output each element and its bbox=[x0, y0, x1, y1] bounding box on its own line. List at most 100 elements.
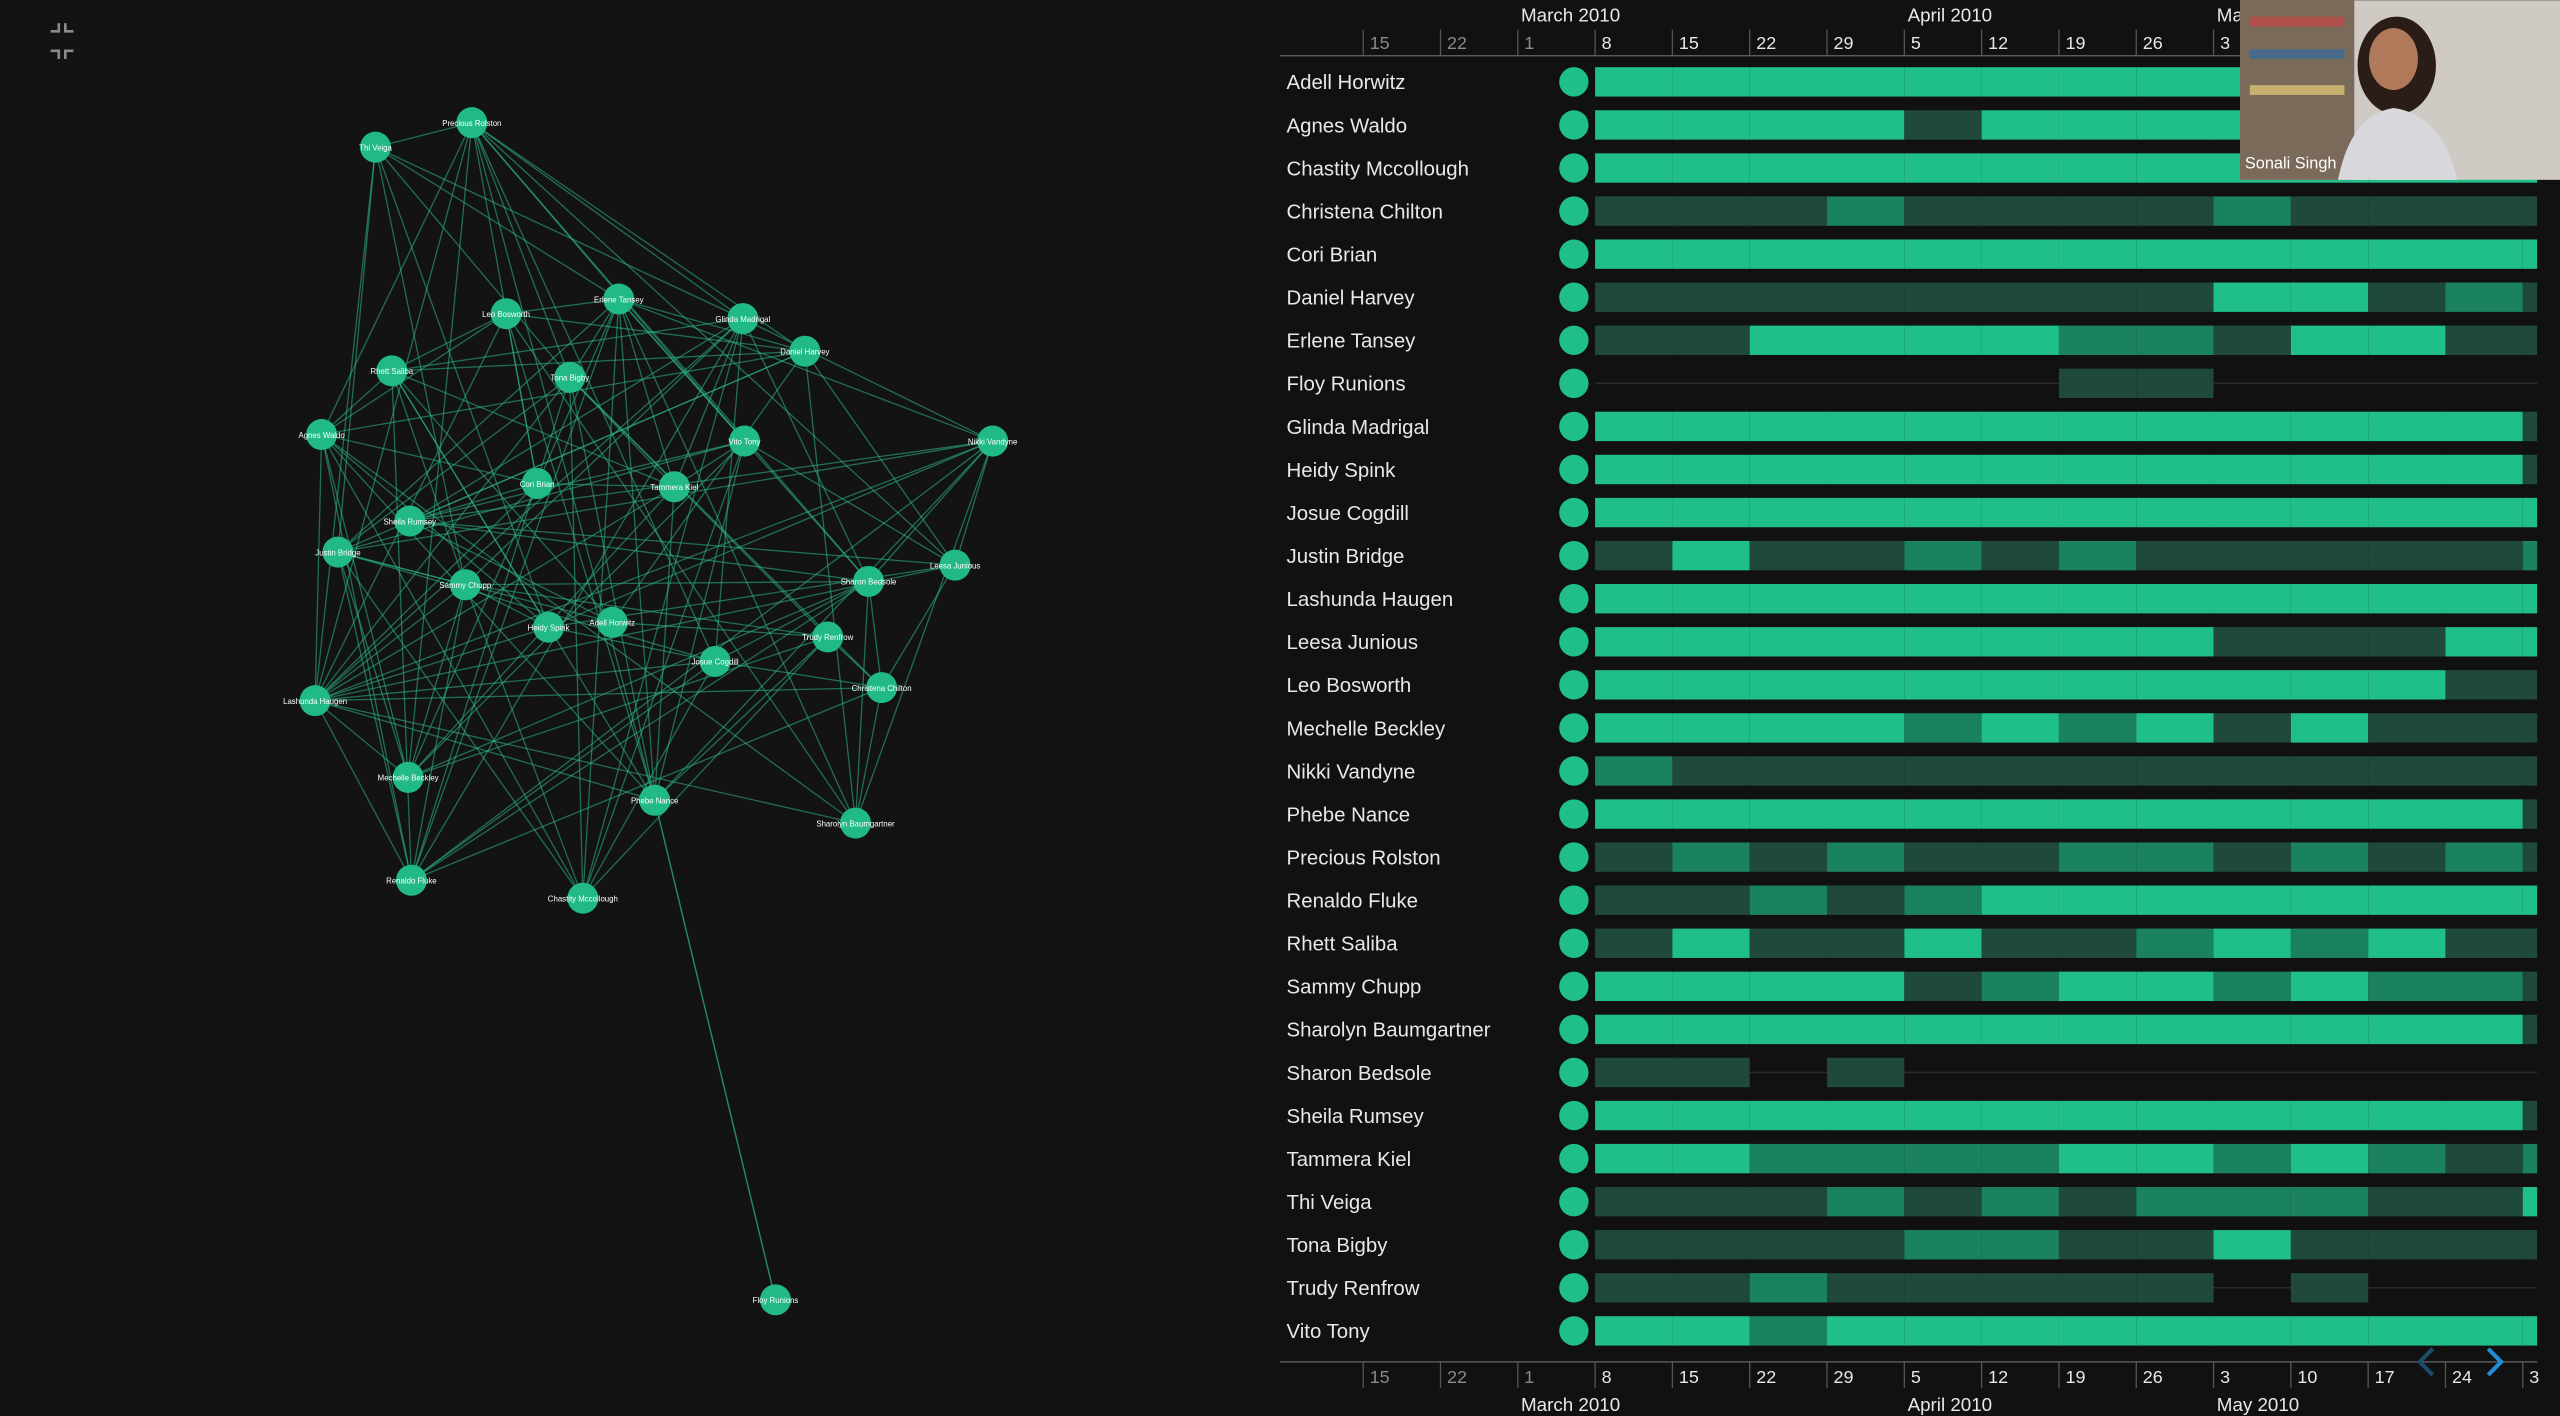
activity-cell bbox=[2136, 239, 2214, 269]
activity-cell bbox=[1827, 67, 1905, 97]
activity-cell bbox=[1672, 454, 1750, 485]
activity-cell bbox=[1827, 842, 1905, 872]
day-label: 19 bbox=[2065, 33, 2085, 53]
edge bbox=[464, 318, 744, 586]
activity-cell bbox=[2136, 1100, 2214, 1131]
edge bbox=[505, 313, 538, 484]
shirt bbox=[2337, 108, 2458, 180]
edge bbox=[744, 440, 956, 566]
activity-cell bbox=[1981, 239, 2059, 269]
edge bbox=[391, 317, 743, 372]
activity-cell bbox=[2058, 670, 2137, 700]
activity-cell bbox=[1749, 885, 1828, 915]
activity-cell bbox=[2213, 1014, 2291, 1045]
edge bbox=[375, 122, 472, 148]
node-label: Daniel Harvey bbox=[780, 348, 829, 357]
activity-cell bbox=[2290, 584, 2369, 614]
row-dot bbox=[1559, 971, 1589, 1002]
activity-cell bbox=[1672, 1230, 1750, 1260]
activity-cell bbox=[1749, 1143, 1828, 1174]
activity-cell bbox=[2368, 411, 2446, 442]
activity-cell bbox=[2058, 627, 2137, 657]
node-label: Rhett Saliba bbox=[371, 367, 414, 376]
activity-cell bbox=[2522, 1100, 2538, 1131]
activity-cell bbox=[2368, 497, 2446, 528]
row-name: Vito Tony bbox=[1287, 1321, 1371, 1343]
activity-cell bbox=[2445, 670, 2523, 700]
face bbox=[2368, 28, 2418, 91]
activity-cell bbox=[1981, 67, 2059, 97]
activity-cell bbox=[1595, 1014, 1673, 1045]
row-dot bbox=[1559, 411, 1589, 442]
activity-cell bbox=[1595, 1100, 1673, 1131]
row-dot bbox=[1559, 368, 1589, 399]
activity-cell bbox=[1904, 1186, 1982, 1217]
edge bbox=[471, 122, 956, 566]
activity-cell bbox=[2522, 756, 2538, 786]
edge bbox=[465, 584, 828, 638]
activity-cell bbox=[2368, 1316, 2446, 1346]
activity-cell bbox=[1749, 454, 1828, 485]
edge bbox=[471, 122, 716, 662]
day-label: 22 bbox=[1447, 1367, 1467, 1387]
activity-cell bbox=[2290, 713, 2369, 743]
activity-cell bbox=[1981, 540, 2059, 571]
activity-cell bbox=[1904, 842, 1982, 872]
node-label: Vito Tony bbox=[729, 437, 761, 446]
activity-cell bbox=[2368, 842, 2446, 872]
activity-cell bbox=[2368, 1186, 2446, 1217]
activity-cell bbox=[1672, 67, 1750, 97]
activity-cell bbox=[1672, 1186, 1750, 1217]
activity-cell bbox=[2058, 713, 2137, 743]
activity-cell bbox=[1904, 1230, 1982, 1260]
activity-cell bbox=[1749, 713, 1828, 743]
activity-cell bbox=[1827, 239, 1905, 269]
edge bbox=[409, 482, 538, 522]
activity-cell bbox=[1904, 1014, 1982, 1045]
day-label: 3 bbox=[2529, 1367, 2539, 1387]
activity-cell bbox=[1981, 842, 2059, 872]
day-label: 22 bbox=[1447, 33, 1467, 53]
node-label: Sharon Bedsole bbox=[841, 578, 897, 587]
video-overlay: Sonali Singh bbox=[2240, 0, 2560, 180]
activity-cell bbox=[1672, 1057, 1750, 1088]
activity-cell bbox=[1749, 411, 1828, 442]
edge bbox=[320, 434, 409, 778]
row-dot bbox=[1559, 928, 1589, 958]
activity-cell bbox=[2368, 282, 2446, 312]
activity-cell bbox=[1749, 971, 1828, 1002]
activity-cell bbox=[2522, 713, 2538, 743]
activity-cell bbox=[2445, 1230, 2523, 1260]
month-label: March 2010 bbox=[1521, 1394, 1620, 1415]
activity-cell bbox=[2213, 627, 2291, 657]
activity-cell bbox=[2058, 1316, 2137, 1346]
edge bbox=[321, 434, 584, 899]
edge bbox=[654, 636, 829, 801]
activity-cell bbox=[1595, 584, 1673, 614]
activity-cell bbox=[2368, 1014, 2446, 1045]
edge bbox=[411, 580, 869, 881]
day-label: 5 bbox=[1911, 33, 1921, 53]
node bbox=[840, 807, 872, 839]
node-label: Josue Cogdill bbox=[692, 658, 739, 667]
day-label: 12 bbox=[1988, 33, 2008, 53]
activity-cell bbox=[1827, 454, 1905, 485]
node-label: Leesa Junious bbox=[930, 561, 981, 570]
activity-cell bbox=[2136, 971, 2214, 1002]
activity-cell bbox=[1749, 67, 1828, 97]
activity-cell bbox=[2290, 540, 2369, 571]
row-name: Lashunda Haugen bbox=[1287, 589, 1454, 611]
edge bbox=[314, 376, 571, 702]
activity-cell bbox=[1904, 971, 1982, 1002]
day-label: 24 bbox=[2452, 1367, 2472, 1387]
collapse-button[interactable] bbox=[50, 23, 74, 60]
activity-cell bbox=[2290, 239, 2369, 269]
row-dot bbox=[1559, 282, 1589, 312]
day-label: 10 bbox=[2297, 1367, 2317, 1387]
edge bbox=[654, 486, 675, 801]
activity-cell bbox=[2213, 1100, 2291, 1131]
activity-cell bbox=[1749, 196, 1828, 226]
nav-arrows[interactable] bbox=[2416, 1347, 2505, 1377]
edge bbox=[410, 318, 744, 881]
edge bbox=[314, 584, 466, 702]
